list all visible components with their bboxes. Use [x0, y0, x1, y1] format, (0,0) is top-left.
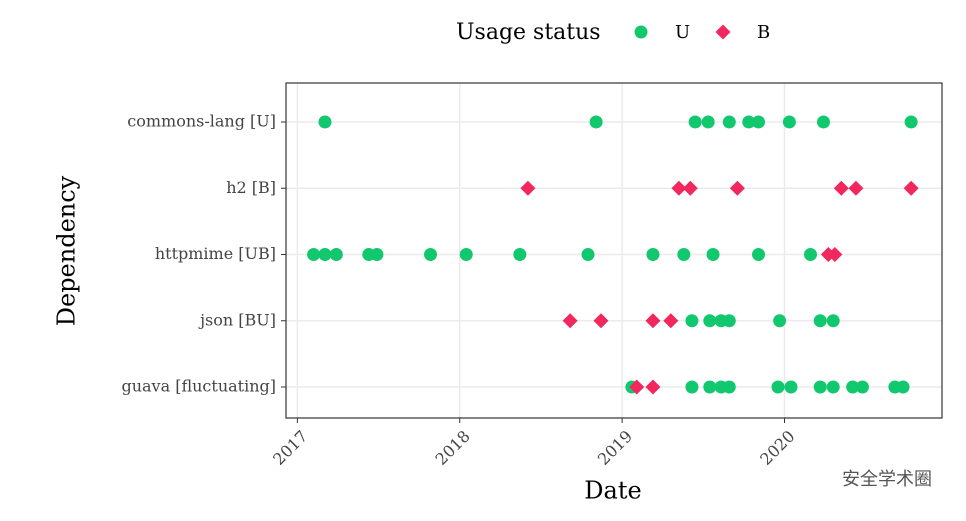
y-tick-label: h2 [B]	[226, 178, 276, 197]
point	[703, 314, 717, 328]
point	[685, 380, 699, 394]
y-tick-label: httpmime [UB]	[155, 244, 276, 263]
y-axis-title: Dependency	[53, 175, 81, 326]
point	[896, 380, 910, 394]
point	[722, 314, 736, 328]
legend-marker	[715, 24, 731, 40]
legend-title: Usage status	[456, 20, 601, 45]
y-tick-label: json [BU]	[198, 310, 276, 329]
plot-border	[285, 82, 943, 419]
watermark: 安全学术圈	[842, 469, 932, 490]
y-tick-label: commons-lang [U]	[127, 112, 276, 131]
point	[459, 248, 473, 261]
point	[663, 313, 679, 329]
point	[677, 248, 691, 261]
legend-marker	[634, 25, 648, 39]
point	[833, 180, 849, 196]
point	[771, 380, 785, 394]
point	[782, 115, 796, 129]
point	[827, 247, 843, 262]
point	[826, 380, 840, 394]
point	[513, 248, 527, 261]
point	[645, 379, 661, 395]
point	[752, 115, 766, 129]
point	[706, 248, 720, 261]
point	[722, 115, 736, 129]
point	[581, 248, 595, 261]
point	[329, 248, 343, 261]
point	[589, 115, 603, 129]
point	[685, 314, 699, 328]
point	[773, 314, 787, 328]
point	[813, 380, 827, 394]
point	[682, 180, 698, 196]
point	[848, 180, 864, 196]
legend-label: B	[757, 22, 770, 43]
point	[645, 313, 661, 329]
point	[722, 380, 736, 394]
point	[752, 248, 766, 261]
point	[803, 248, 817, 261]
point	[318, 115, 332, 129]
point	[826, 314, 840, 328]
legend-label: U	[675, 22, 690, 43]
point	[646, 248, 660, 261]
point	[701, 115, 715, 129]
point	[424, 248, 438, 261]
point	[816, 115, 830, 129]
point	[593, 313, 609, 329]
point	[729, 180, 745, 196]
point	[904, 115, 918, 129]
point	[688, 115, 702, 129]
x-axis-title: Date	[584, 477, 641, 505]
plot-area	[286, 83, 942, 418]
point	[703, 380, 717, 394]
y-tick-label: guava [fluctuating]	[121, 377, 276, 396]
point	[370, 248, 384, 261]
point	[813, 314, 827, 328]
point	[903, 180, 919, 196]
point	[318, 248, 332, 261]
point	[846, 380, 860, 394]
point	[520, 180, 536, 196]
point	[307, 248, 321, 261]
point	[629, 379, 645, 395]
point	[671, 180, 687, 196]
point	[855, 380, 869, 394]
point	[742, 115, 756, 129]
point	[562, 313, 578, 329]
point	[784, 380, 798, 394]
